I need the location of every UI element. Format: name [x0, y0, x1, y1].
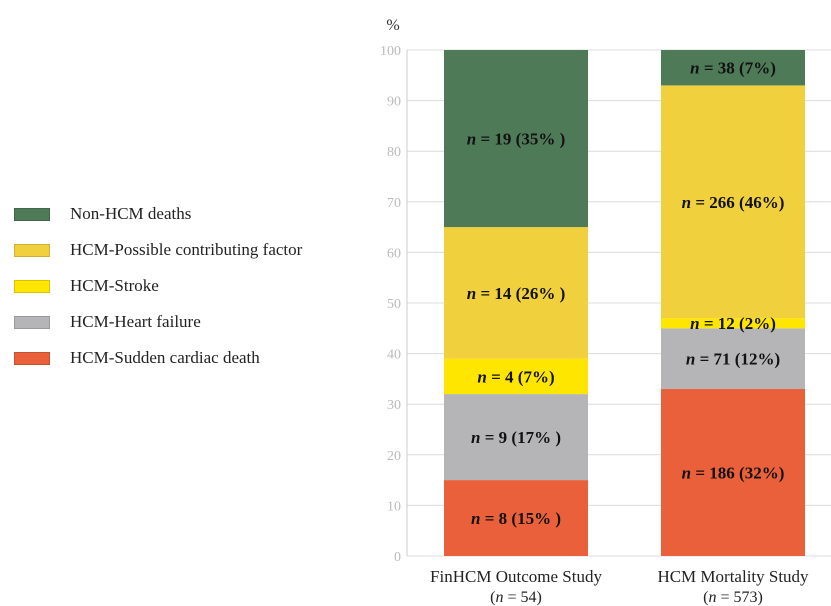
y-tick-labels: 0 10 20 30 40 50 60 70 80 90 100 — [380, 44, 401, 565]
bar-segment — [661, 318, 805, 329]
bar-segment — [444, 394, 588, 481]
y-axis-label: % — [386, 17, 399, 34]
bar-data-label: n = 12 (2%) — [690, 314, 776, 333]
bar-data-label: n = 186 (32%) — [682, 464, 785, 483]
legend-label: HCM-Heart failure — [70, 312, 201, 331]
bar-segment — [444, 227, 588, 359]
x-category-n-label: (n = 54) — [490, 589, 542, 606]
legend-item: Non-HCM deaths — [14, 196, 302, 232]
bar-data-label: n = 4 (7%) — [477, 367, 554, 386]
legend: Non-HCM deaths HCM-Possible contributing … — [14, 196, 302, 376]
legend-swatch — [14, 207, 50, 221]
x-category-label: FinHCM Outcome Study — [430, 567, 602, 586]
x-category-n-label: (n = 573) — [703, 589, 763, 606]
bar-data-label: n = 71 (12%) — [686, 350, 780, 369]
legend-swatch — [14, 279, 50, 293]
bar-segment — [661, 389, 805, 556]
bars — [444, 50, 805, 556]
bar-data-label: n = 19 (35% ) — [467, 130, 565, 149]
bar-segment — [444, 358, 588, 395]
y-tick-label: 10 — [387, 499, 401, 514]
y-tick-label: 50 — [387, 297, 401, 312]
bar-data-label: n = 266 (46%) — [682, 193, 785, 212]
bar-data-label: n = 8 (15% ) — [471, 509, 561, 528]
legend-item: HCM-Heart failure — [14, 304, 302, 340]
legend-item: HCM-Stroke — [14, 268, 302, 304]
legend-label: HCM-Stroke — [70, 276, 159, 295]
y-tick-label: 40 — [387, 348, 401, 363]
legend-swatch — [14, 243, 50, 257]
bar-segment — [444, 480, 588, 556]
legend-item: HCM-Sudden cardiac death — [14, 340, 302, 376]
y-tick-label: 0 — [394, 550, 401, 565]
legend-swatch — [14, 315, 50, 329]
legend-label: Non-HCM deaths — [70, 204, 192, 223]
x-category-label: HCM Mortality Study — [657, 567, 809, 586]
y-tick-label: 60 — [387, 246, 401, 261]
bar-segment — [661, 50, 805, 86]
legend-label: HCM-Sudden cardiac death — [70, 348, 260, 367]
bar-data-label: n = 14 (26% ) — [467, 284, 565, 303]
bar-data-label: n = 9 (17% ) — [471, 428, 561, 447]
y-tick-label: 20 — [387, 449, 401, 464]
y-tick-label: 100 — [380, 44, 401, 59]
bar-segment — [444, 50, 588, 228]
bar-segment — [661, 85, 805, 319]
y-tick-label: 70 — [387, 196, 401, 211]
legend-label: HCM-Possible contributing factor — [70, 240, 303, 259]
legend-swatch — [14, 351, 50, 365]
bar-data-labels: n = 8 (15% ) n = 9 (17% ) n = 4 (7%) n = 14… — [467, 59, 785, 528]
bar-data-label: n = 38 (7%) — [690, 59, 776, 78]
y-tick-label: 90 — [387, 95, 401, 110]
bar-segment — [661, 328, 805, 390]
y-tick-label: 80 — [387, 145, 401, 160]
x-category-labels: FinHCM Outcome Study (n = 54) HCM Mortalit… — [430, 567, 809, 606]
legend-item: HCM-Possible contributing factor — [14, 232, 302, 268]
y-tick-label: 30 — [387, 398, 401, 413]
